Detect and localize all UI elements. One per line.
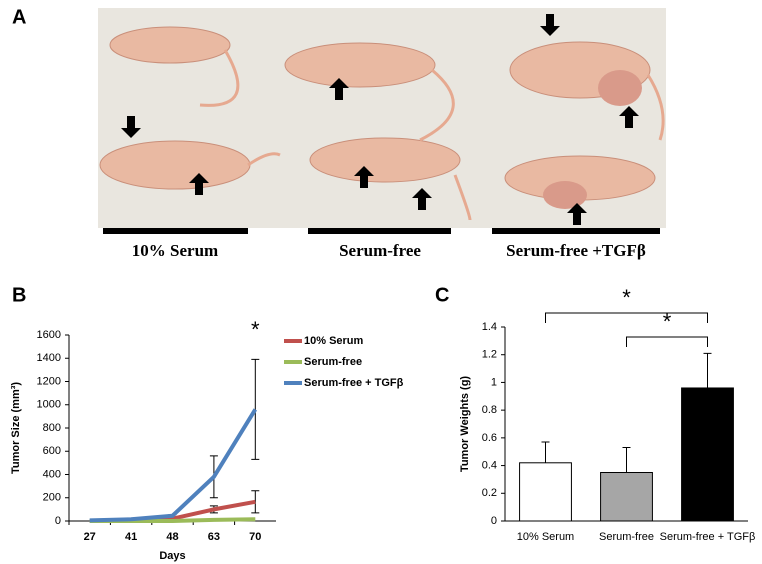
x-tick-label: 27	[84, 531, 96, 543]
photo	[98, 8, 666, 228]
x-tick-label: Serum-free + TGFβ	[660, 531, 756, 543]
y-tick-label: 1.4	[482, 321, 497, 333]
panel-label: B	[12, 284, 26, 306]
significance-bracket	[545, 312, 708, 323]
panel-label: A	[12, 6, 26, 28]
group-label: 10% Serum	[132, 241, 218, 260]
y-tick-label: 1000	[37, 399, 61, 411]
annotation: *	[251, 317, 260, 342]
y-tick-label: 200	[43, 492, 61, 504]
legend-label: Serum-free + TGFβ	[304, 377, 404, 389]
y-tick-label: 0.4	[482, 459, 497, 471]
y-tick-label: 1400	[37, 352, 61, 364]
x-tick-label: 48	[166, 531, 178, 543]
x-tick-label: 63	[208, 531, 220, 543]
x-tick-label: Serum-free	[599, 531, 654, 543]
panel-label: C	[435, 284, 449, 306]
error-bar	[622, 447, 631, 473]
y-tick-label: 1.2	[482, 349, 497, 361]
y-tick-label: 600	[43, 445, 61, 457]
error-bar	[703, 352, 712, 388]
line	[89, 408, 258, 523]
y-tick-label: 0	[55, 515, 61, 527]
bar	[600, 472, 653, 522]
x-tick-label: 10% Serum	[517, 531, 574, 543]
group-label: Serum-free +TGFβ	[506, 241, 646, 260]
legend-label: 10% Serum	[304, 335, 364, 347]
error-bar	[251, 490, 260, 514]
x-axis-label: Days	[159, 550, 185, 562]
y-axis-label: Tumor Weights (g)	[459, 376, 471, 472]
x-tick-label: 41	[125, 531, 137, 543]
annotation: *	[622, 285, 631, 310]
y-axis-label: Tumor Size (mm³)	[10, 382, 22, 474]
error-bar	[541, 441, 550, 463]
y-tick-label: 1600	[37, 329, 61, 341]
y-tick-label: 400	[43, 468, 61, 480]
bar	[519, 462, 572, 522]
y-tick-label: 0.2	[482, 487, 497, 499]
y-tick-label: 0.8	[482, 404, 497, 416]
significance-bracket	[626, 336, 708, 347]
y-tick-label: 0.6	[482, 432, 497, 444]
y-tick-label: 0	[491, 515, 497, 527]
legend-label: Serum-free	[304, 356, 362, 368]
group-label: Serum-free	[339, 241, 421, 260]
bar	[681, 387, 734, 522]
y-tick-label: 800	[43, 422, 61, 434]
y-tick-label: 1200	[37, 375, 61, 387]
x-tick-label: 70	[249, 531, 261, 543]
annotation: *	[663, 309, 672, 334]
y-tick-label: 1	[491, 376, 497, 388]
